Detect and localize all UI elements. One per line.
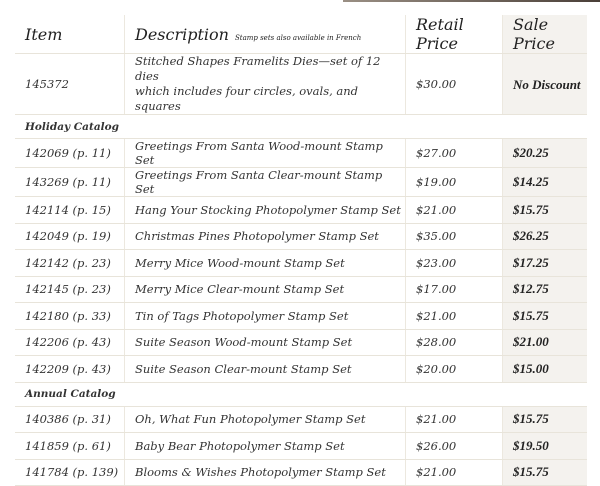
sale-price: $26.25: [502, 223, 587, 250]
section-header: Holiday Catalog: [15, 114, 587, 139]
top-decorative-bar: [343, 0, 600, 2]
sale-price: $17.25: [502, 249, 587, 277]
sale-price: $19.50: [502, 432, 587, 460]
table-row: 142142 (p. 23) Merry Mice Wood-mount Stam…: [15, 249, 587, 277]
header-description-label: Description: [135, 24, 229, 44]
retail-price: $35.00: [405, 223, 503, 250]
retail-price: $26.00: [405, 432, 503, 460]
table-row: 142180 (p. 33) Tin of Tags Photopolymer S…: [15, 302, 587, 330]
description-line: which includes four circles, ovals, and …: [135, 84, 359, 113]
table-row: 141784 (p. 139) Blooms & Wishes Photopoly…: [15, 459, 587, 486]
item-description: Greetings From Santa Wood-mount Stamp Se…: [124, 138, 406, 168]
retail-price: $27.00: [405, 138, 503, 168]
retail-price: $30.00: [405, 53, 503, 115]
item-number: 142206 (p. 43): [15, 329, 125, 356]
sale-price: $15.75: [502, 196, 587, 224]
retail-price: $21.00: [405, 459, 503, 486]
french-note: Stamp sets also available in French: [234, 33, 362, 42]
header-row: Item Description Stamp sets also availabl…: [15, 15, 587, 54]
retail-price: $21.00: [405, 406, 503, 433]
item-description: Greetings From Santa Clear-mount Stamp S…: [124, 167, 406, 197]
item-number: 141784 (p. 139): [15, 459, 125, 486]
item-description: Christmas Pines Photopolymer Stamp Set: [124, 223, 406, 250]
sale-price: No Discount: [502, 53, 587, 115]
price-table: Item Description Stamp sets also availabl…: [15, 15, 587, 486]
table-row: 142049 (p. 19) Christmas Pines Photopolym…: [15, 223, 587, 250]
item-description: Tin of Tags Photopolymer Stamp Set: [124, 302, 406, 330]
item-description: Hang Your Stocking Photopolymer Stamp Se…: [124, 196, 406, 224]
item-number: 145372: [15, 53, 125, 115]
table-row: 140386 (p. 31) Oh, What Fun Photopolymer …: [15, 406, 587, 433]
retail-price: $17.00: [405, 276, 503, 303]
retail-price: $21.00: [405, 196, 503, 224]
item-number: 140386 (p. 31): [15, 406, 125, 433]
header-item: Item: [15, 15, 125, 54]
sale-price: $15.00: [502, 355, 587, 383]
item-number: 143269 (p. 11): [15, 167, 125, 197]
table-row: 145372 Stitched Shapes Framelits Dies—se…: [15, 53, 587, 115]
item-description: Suite Season Clear-mount Stamp Set: [124, 355, 406, 383]
item-description: Merry Mice Wood-mount Stamp Set: [124, 249, 406, 277]
sale-price: $15.75: [502, 406, 587, 433]
table-row: 142114 (p. 15) Hang Your Stocking Photopo…: [15, 196, 587, 224]
header-retail: Retail Price: [405, 15, 503, 54]
item-number: 142209 (p. 43): [15, 355, 125, 383]
item-description: Suite Season Wood-mount Stamp Set: [124, 329, 406, 356]
header-sale: Sale Price: [502, 15, 587, 54]
table-row: 141859 (p. 61) Baby Bear Photopolymer Sta…: [15, 432, 587, 460]
section-title: Holiday Catalog: [15, 114, 587, 139]
retail-price: $23.00: [405, 249, 503, 277]
retail-price: $20.00: [405, 355, 503, 383]
retail-price: $21.00: [405, 302, 503, 330]
table-row: 142145 (p. 23) Merry Mice Clear-mount Sta…: [15, 276, 587, 303]
item-description: Merry Mice Clear-mount Stamp Set: [124, 276, 406, 303]
sale-price: $20.25: [502, 138, 587, 168]
item-description: Stitched Shapes Framelits Dies—set of 12…: [124, 53, 406, 115]
table-row: 143269 (p. 11) Greetings From Santa Clear…: [15, 167, 587, 197]
description-line: Stitched Shapes Framelits Dies—set of 12…: [135, 54, 381, 83]
item-number: 142049 (p. 19): [15, 223, 125, 250]
section-header: Annual Catalog: [15, 382, 587, 407]
item-number: 142142 (p. 23): [15, 249, 125, 277]
item-description: Oh, What Fun Photopolymer Stamp Set: [124, 406, 406, 433]
item-number: 142114 (p. 15): [15, 196, 125, 224]
table-row: 142206 (p. 43) Suite Season Wood-mount St…: [15, 329, 587, 356]
table-row: 142069 (p. 11) Greetings From Santa Wood-…: [15, 138, 587, 168]
item-number: 141859 (p. 61): [15, 432, 125, 460]
section-title: Annual Catalog: [15, 382, 587, 407]
sale-price: $15.75: [502, 302, 587, 330]
retail-price: $28.00: [405, 329, 503, 356]
table-row: 142209 (p. 43) Suite Season Clear-mount S…: [15, 355, 587, 383]
header-description: Description Stamp sets also available in …: [124, 15, 406, 54]
item-number: 142069 (p. 11): [15, 138, 125, 168]
item-description: Blooms & Wishes Photopolymer Stamp Set: [124, 459, 406, 486]
item-number: 142145 (p. 23): [15, 276, 125, 303]
item-description: Baby Bear Photopolymer Stamp Set: [124, 432, 406, 460]
sale-price: $12.75: [502, 276, 587, 303]
sale-price: $14.25: [502, 167, 587, 197]
sale-price: $15.75: [502, 459, 587, 486]
item-number: 142180 (p. 33): [15, 302, 125, 330]
retail-price: $19.00: [405, 167, 503, 197]
sale-price: $21.00: [502, 329, 587, 356]
